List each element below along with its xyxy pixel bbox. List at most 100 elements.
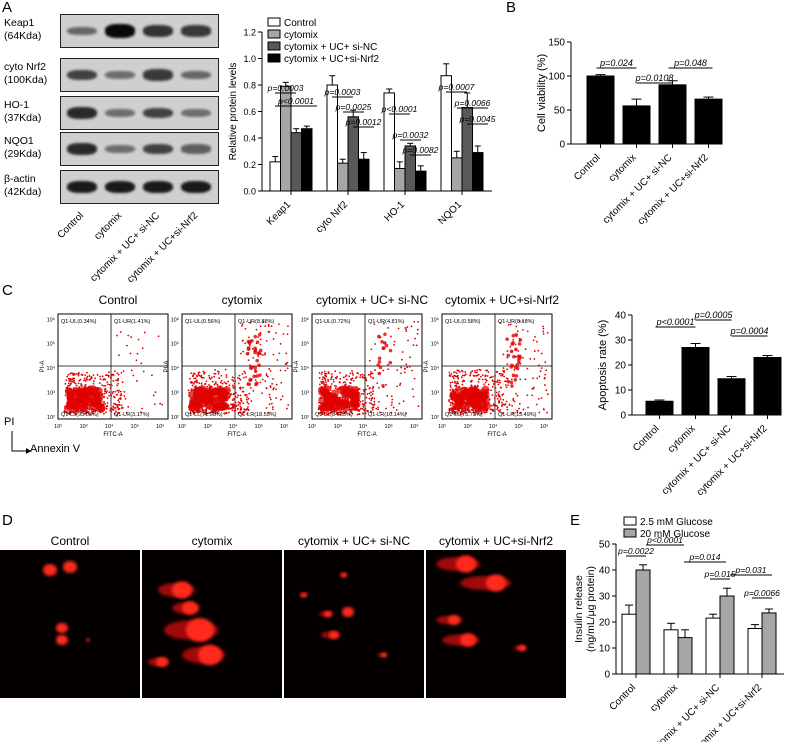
flow-event	[399, 382, 402, 385]
flow-event-dense	[512, 354, 516, 359]
flow-event	[239, 409, 242, 411]
quadrant-label: Q1-UR(8.88%)	[238, 319, 275, 325]
flow-event	[368, 359, 371, 362]
flow-event	[67, 384, 69, 387]
flow-event	[496, 379, 499, 382]
flow-y-tick: 10⁶	[47, 316, 55, 323]
flow-event	[214, 412, 217, 415]
flow-event	[457, 409, 460, 412]
flow-event	[362, 409, 365, 411]
flow-event-dense	[454, 386, 463, 395]
flow-event	[496, 408, 499, 411]
flow-event-dense	[381, 346, 386, 350]
flow-event	[104, 403, 106, 405]
flow-event-dense	[247, 382, 252, 387]
flow-event	[365, 388, 367, 391]
flow-event	[324, 372, 326, 375]
flow-event	[120, 372, 123, 374]
sig-label: p=0.0003	[324, 87, 361, 97]
flow-event	[536, 377, 539, 380]
flow-x-tick: 10⁴	[359, 423, 368, 430]
flow-event	[232, 386, 235, 389]
flow-event-dense	[518, 354, 522, 359]
comet-head	[518, 644, 526, 652]
flow-event	[393, 343, 395, 346]
flow-event	[533, 358, 536, 360]
flow-event	[535, 340, 538, 343]
flow-event	[396, 369, 399, 372]
flow-event	[190, 372, 193, 375]
flow-event	[540, 367, 543, 370]
flow-event	[359, 408, 362, 410]
flow-plot: Q1-UL(0.34%) Q1-UR(1.41%) Q1-LL(95.08%) Q1-…	[40, 313, 169, 438]
flow-event	[448, 409, 451, 412]
flow-event	[238, 374, 241, 377]
flow-event	[72, 380, 75, 383]
flow-event	[369, 373, 372, 376]
comet-head	[156, 656, 168, 668]
flow-event	[497, 409, 500, 412]
flow-event	[450, 407, 453, 409]
blot-strip	[60, 132, 219, 166]
flow-event	[348, 413, 351, 416]
flow-event	[119, 390, 122, 393]
flow-x-tick: 10⁵	[515, 423, 523, 430]
flow-event	[543, 376, 546, 379]
flow-event-dense	[515, 363, 519, 367]
flow-event-dense	[95, 403, 104, 412]
flow-event	[80, 385, 83, 387]
sig-label: p=0.0108	[635, 73, 674, 83]
flow-event	[405, 328, 408, 331]
flow-event	[477, 412, 480, 415]
flow-event	[408, 365, 411, 368]
flow-event	[406, 326, 409, 328]
flow-event	[81, 374, 84, 376]
flow-event	[450, 373, 453, 375]
flow-event	[473, 411, 476, 414]
flow-event-dense	[388, 348, 393, 353]
flow-event	[500, 374, 502, 377]
flow-event	[378, 400, 380, 403]
flow-event	[73, 381, 76, 384]
y-tick-label: 0.6	[243, 107, 256, 117]
flow-event	[120, 393, 123, 395]
flow-event	[359, 401, 362, 403]
flow-y-tick: 10⁵	[171, 341, 179, 348]
flow-event	[71, 378, 74, 381]
flow-event	[214, 372, 217, 375]
flow-event	[89, 413, 92, 416]
flow-event	[373, 403, 376, 406]
flow-event	[371, 372, 374, 375]
flow-event	[237, 382, 240, 385]
flow-event	[476, 384, 479, 387]
flow-event	[116, 372, 119, 375]
flow-event	[247, 397, 250, 400]
flow-event	[500, 386, 503, 389]
flow-event	[546, 411, 548, 414]
legend-swatch	[267, 29, 281, 39]
flow-event	[77, 373, 80, 376]
flow-event	[240, 399, 242, 402]
flow-event	[233, 377, 236, 380]
flow-event	[464, 411, 467, 414]
comet-head	[182, 601, 198, 615]
flow-event	[389, 335, 392, 338]
flow-y-axis-title: PI-A	[164, 361, 170, 373]
flow-event	[501, 394, 504, 396]
blot-band	[105, 108, 135, 118]
flow-event	[225, 382, 228, 385]
flow-event	[476, 369, 479, 372]
flow-event	[337, 413, 340, 416]
flow-event	[241, 373, 244, 375]
flow-event	[364, 376, 367, 379]
flow-event	[489, 408, 492, 411]
flow-event	[271, 406, 274, 408]
flow-event	[352, 374, 354, 376]
flow-event	[261, 354, 264, 357]
flow-event	[238, 377, 241, 380]
flow-event	[483, 383, 485, 386]
flow-x-tick: 10⁴	[489, 423, 498, 430]
sig-label: p<0.0001	[656, 317, 695, 327]
flow-event-dense	[457, 397, 466, 406]
flow-event	[521, 320, 524, 322]
